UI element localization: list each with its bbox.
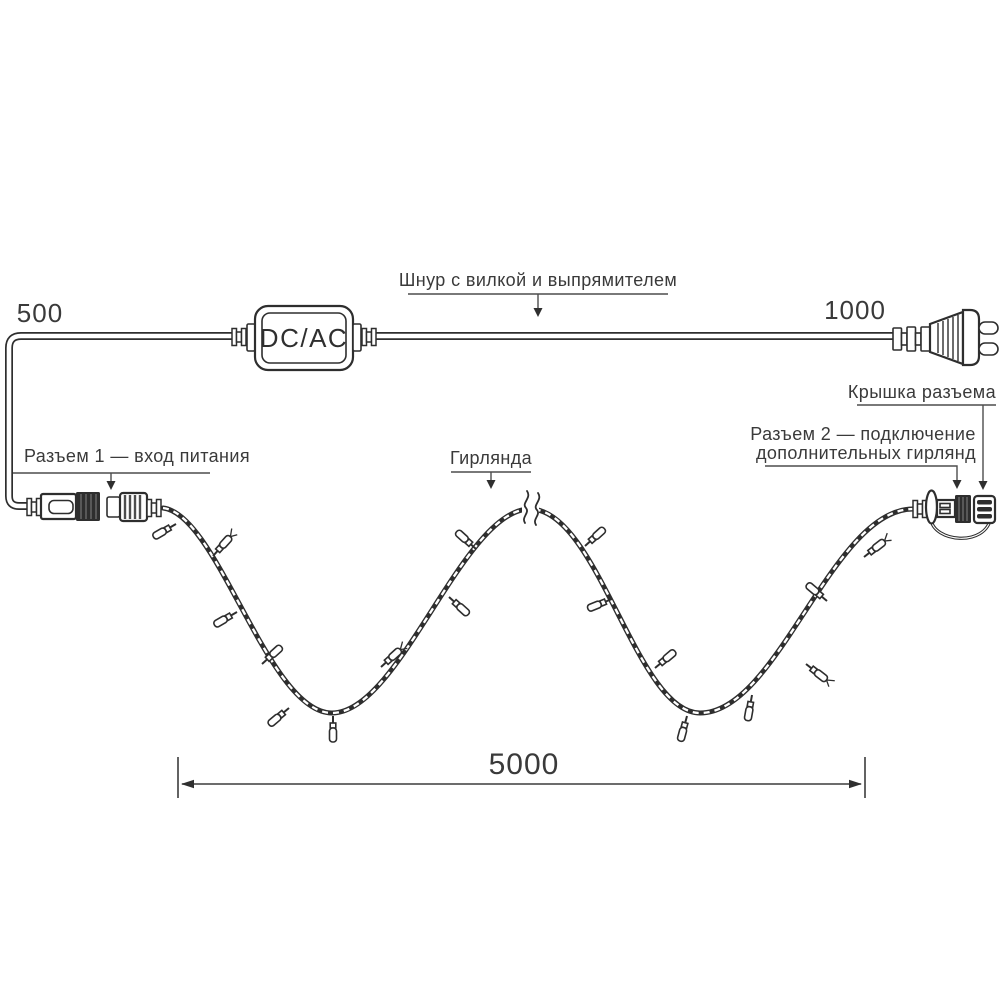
led-bulb: [581, 525, 608, 550]
label-connector-1: Разъем 1 — вход питания: [24, 446, 250, 466]
arrow-down-icon: [106, 481, 116, 490]
cable-coupler-icon: [231, 327, 247, 347]
cable-coupler-icon: [146, 498, 162, 518]
label-connector-cap: Крышка разъема: [848, 382, 997, 402]
plug-prong: [978, 342, 999, 356]
connector-ridges: [958, 497, 968, 521]
connector-1: [26, 491, 162, 523]
label-total-length-5000: 5000: [489, 748, 560, 781]
led-bulb: [651, 647, 679, 672]
led-bulb: [211, 607, 240, 630]
connector-cap: [972, 494, 997, 525]
led-bulb: [860, 532, 894, 561]
cord-label-leader: [408, 293, 668, 317]
arrow-left-icon: [181, 779, 194, 789]
led-bulbs: [150, 519, 894, 744]
led-bulb: [675, 714, 692, 744]
dcac-adapter: DC/AC: [231, 304, 377, 372]
cable-coupler-icon: [26, 497, 42, 517]
plug-hatching: [937, 315, 959, 361]
connector1-leader: [5, 472, 210, 490]
led-bulb: [265, 704, 293, 729]
led-bulb: [453, 528, 480, 553]
led-bulb: [150, 519, 179, 542]
plug-strain-relief: [892, 326, 931, 352]
garland-leader: [451, 471, 531, 489]
connector-ridges: [80, 494, 97, 519]
connector-2: [912, 489, 997, 540]
led-bulb: [208, 527, 239, 560]
dimension-line-5000: [177, 757, 866, 798]
label-length-500: 500: [17, 298, 63, 328]
label-connector-2-line2: дополнительных гирлянд: [756, 443, 976, 463]
power-cord: [5, 332, 893, 510]
arrow-down-icon: [533, 308, 543, 317]
connector-ribs: [123, 495, 142, 519]
arrow-right-icon: [849, 779, 862, 789]
led-bulb: [802, 659, 836, 689]
label-garland: Гирлянда: [450, 448, 533, 468]
led-bulb: [743, 693, 757, 723]
power-plug: [892, 308, 999, 367]
connector-cap-leader: [857, 404, 996, 490]
led-bulb: [328, 715, 338, 743]
arrow-down-icon: [486, 480, 496, 489]
arrow-down-icon: [952, 480, 962, 489]
connector2-leader: [765, 465, 962, 489]
arrow-down-icon: [978, 481, 988, 490]
plug-prong: [978, 321, 999, 335]
cable-coupler-icon: [912, 499, 928, 519]
led-bulb: [445, 593, 472, 618]
garland-wire: [160, 490, 916, 716]
cable-coupler-icon: [361, 327, 377, 347]
label-cord: Шнур с вилкой и выпрямителем: [399, 270, 677, 290]
adapter-label: DC/AC: [260, 323, 348, 353]
label-connector-2-line1: Разъем 2 — подключение: [750, 424, 975, 444]
label-length-1000: 1000: [824, 295, 886, 325]
